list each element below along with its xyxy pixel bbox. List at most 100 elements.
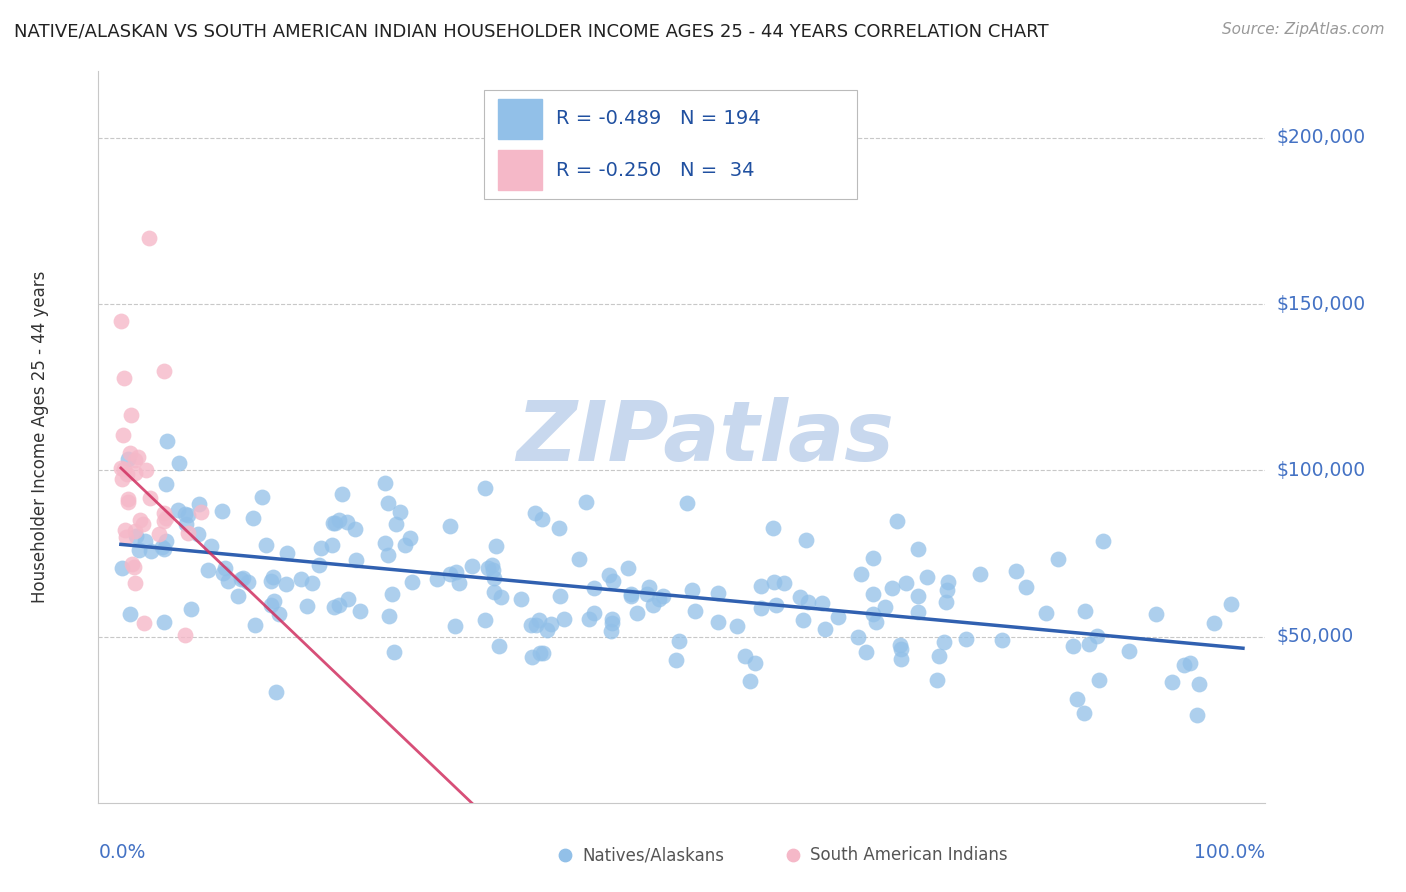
FancyBboxPatch shape [484,90,858,200]
Point [148,527,170,541]
Point [738,673,761,688]
Point [231,572,253,586]
Point [232,571,254,585]
Point [153,541,176,556]
Point [190,505,212,519]
Point [509,591,531,606]
Point [155,476,177,491]
Point [344,553,367,567]
Point [110,314,132,328]
Point [652,589,675,603]
Point [121,557,143,571]
Point [269,607,291,621]
Point [1180,657,1202,671]
Point [773,575,796,590]
Point [636,587,658,601]
Point [778,796,800,810]
Point [1220,598,1243,612]
Point [665,653,688,667]
Point [969,567,991,582]
Point [1046,551,1069,566]
Point [1085,629,1108,643]
Point [489,590,512,604]
Point [935,595,957,609]
Point [1066,692,1088,706]
Point [620,589,643,603]
Point [134,534,156,549]
Point [1015,580,1038,594]
Point [374,536,396,550]
Point [173,628,195,642]
Point [794,533,817,548]
Point [578,612,600,626]
Point [1144,607,1167,622]
Text: Natives/Alaskans: Natives/Alaskans [582,847,724,864]
Point [955,632,977,647]
Point [519,618,541,632]
Point [813,622,835,636]
Point [112,371,135,385]
Text: ZIPatlas: ZIPatlas [516,397,894,477]
Point [527,614,550,628]
Point [110,472,132,486]
Point [117,451,139,466]
Point [990,632,1012,647]
Point [254,539,277,553]
Point [118,445,141,459]
Text: R = -0.489   N = 194: R = -0.489 N = 194 [555,110,761,128]
Point [1073,706,1095,721]
Point [536,623,558,637]
Point [617,560,640,574]
Point [477,561,499,575]
Point [568,552,591,566]
Point [439,566,461,581]
Point [188,497,211,511]
Point [377,496,399,510]
Point [1005,564,1028,578]
Point [811,596,834,610]
Point [337,591,360,606]
Point [1077,637,1099,651]
Point [1035,606,1057,620]
Point [124,529,146,543]
Point [153,363,176,377]
Text: $150,000: $150,000 [1277,294,1365,314]
Point [936,574,959,589]
Point [344,522,367,536]
Point [734,648,756,663]
Point [907,542,929,557]
Point [681,583,703,598]
Point [385,516,408,531]
Point [263,594,285,608]
Point [381,587,404,601]
Point [124,452,146,467]
Point [120,408,142,422]
Point [323,600,346,615]
Point [744,657,766,671]
Point [936,582,959,597]
Text: $200,000: $200,000 [1277,128,1365,147]
Point [112,427,135,442]
Point [889,638,911,652]
Point [765,598,787,612]
Point [114,524,136,538]
Point [474,481,496,495]
Point [132,517,155,532]
Point [1161,674,1184,689]
Point [875,600,897,615]
Point [474,613,496,627]
Point [882,581,904,595]
Point [117,492,139,507]
Point [115,467,138,482]
Point [242,510,264,524]
Point [1173,658,1195,673]
Point [548,520,571,534]
Point [1118,644,1140,658]
Point [321,538,343,552]
Point [197,563,219,577]
Point [349,604,371,618]
Point [322,516,344,531]
Bar [498,150,541,190]
Point [925,673,948,688]
Point [111,561,134,575]
